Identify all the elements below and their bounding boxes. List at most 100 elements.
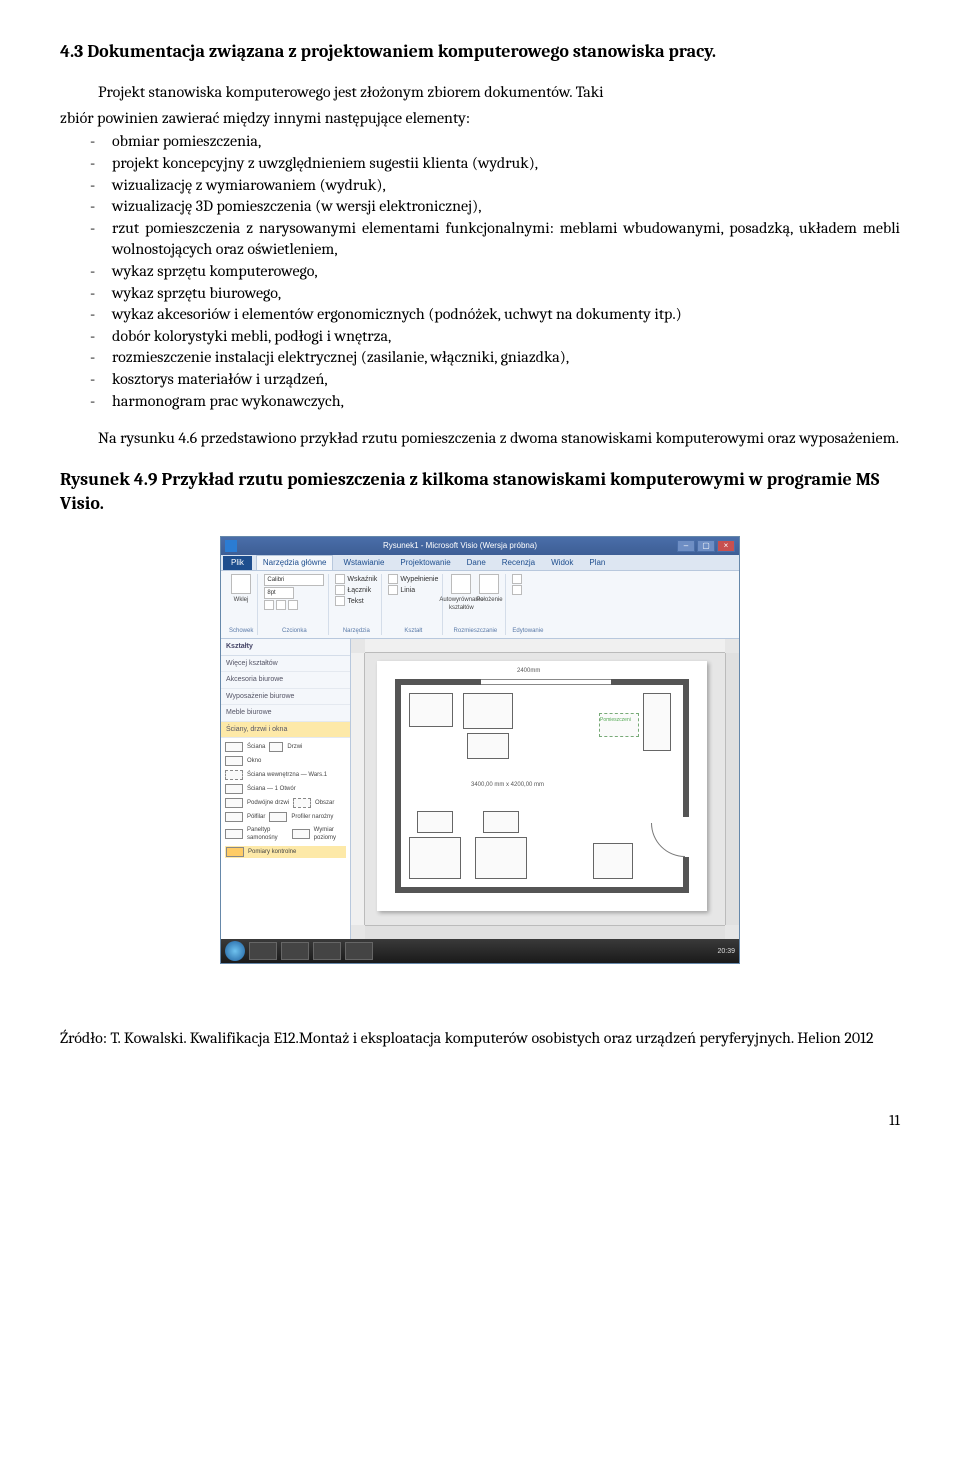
tab-file[interactable]: Plik — [223, 556, 252, 571]
dimension-top: 2400mm — [517, 667, 540, 675]
title-bar: Rysunek1 - Microsoft Visio (Wersja próbn… — [221, 537, 739, 555]
pointer-label: Wskaźnik — [347, 575, 377, 584]
shape-item[interactable]: Podwójne drzwiObszar — [225, 798, 346, 808]
underline-button[interactable] — [288, 600, 298, 610]
vertical-scrollbar[interactable] — [725, 653, 739, 925]
shape-item[interactable]: PółfilarProfiler narożny — [225, 812, 346, 822]
furniture-chair-3 — [483, 811, 519, 833]
stencil-item-more[interactable]: Więcej kształtów — [221, 656, 350, 672]
furniture-desk-3 — [475, 837, 527, 879]
list-item: wykaz akcesoriów i elementów ergonomiczn… — [60, 304, 900, 326]
shape-item[interactable]: ŚcianaDrzwi — [225, 742, 346, 752]
stencil-item[interactable]: Meble biurowe — [221, 705, 350, 721]
ribbon-group-font: Calibri 8pt Czcionka — [260, 574, 329, 635]
shape-item[interactable]: Ściana wewnętrzna — Wars.1 — [225, 770, 346, 780]
room-outline: Pomieszczeni 3400,00 mm x 4200,00 mm — [395, 679, 689, 893]
shapes-panel: Kształty Więcej kształtów Akcesoria biur… — [221, 639, 351, 939]
vertical-ruler — [351, 653, 365, 925]
list-item: wykaz sprzętu komputerowego, — [60, 261, 900, 283]
list-item: harmonogram prac wykonawczych, — [60, 391, 900, 413]
shape-item[interactable]: Paneltyp samonośnyWymiar poziomy — [225, 826, 346, 842]
layers-icon[interactable] — [512, 585, 522, 595]
ribbon-tabs: Plik Narzędzia główne Wstawianie Projekt… — [221, 555, 739, 571]
shape-item[interactable]: Okno — [225, 756, 346, 766]
stencil-item[interactable]: Wyposażenie biurowe — [221, 689, 350, 705]
tab-data[interactable]: Dane — [461, 556, 492, 571]
list-item: projekt koncepcyjny z uwzględnieniem sug… — [60, 153, 900, 175]
maximize-button[interactable]: ▢ — [697, 540, 715, 552]
bold-button[interactable] — [264, 600, 274, 610]
tab-review[interactable]: Recenzja — [496, 556, 541, 571]
shape-label: Drzwi — [287, 743, 302, 751]
window-shape-icon — [225, 756, 243, 766]
minimize-button[interactable]: – — [677, 540, 695, 552]
panel-shape-icon — [225, 829, 243, 839]
section-heading: 4.3 Dokumentacja związana z projektowani… — [60, 40, 900, 64]
paste-button[interactable]: Wklej — [229, 574, 253, 614]
pointer-tool-icon[interactable] — [335, 574, 345, 584]
position-button[interactable]: Położenie — [477, 574, 501, 614]
stencil-item[interactable]: Akcesoria biurowe — [221, 672, 350, 688]
italic-button[interactable] — [276, 600, 286, 610]
shape-label: Wymiar poziomy — [314, 826, 346, 842]
area-shape-icon — [293, 798, 311, 808]
intro-line1: Projekt stanowiska komputerowego jest zł… — [98, 83, 604, 101]
horizontal-scrollbar[interactable] — [365, 925, 725, 939]
tab-plan[interactable]: Plan — [583, 556, 611, 571]
start-button[interactable] — [225, 941, 245, 961]
tab-design[interactable]: Projektowanie — [394, 556, 456, 571]
tab-view[interactable]: Widok — [545, 556, 579, 571]
text-tool-label: Tekst — [347, 597, 363, 606]
tray-time: 20:39 — [717, 947, 735, 956]
tab-insert[interactable]: Wstawianie — [337, 556, 390, 571]
taskbar-app-button[interactable] — [281, 942, 309, 960]
tab-home[interactable]: Narzędzia główne — [256, 555, 334, 571]
figure-reference-text: Na rysunku 4.6 przedstawiono przykład rz… — [60, 428, 900, 450]
line-label: Linia — [400, 586, 415, 595]
autoalign-icon — [451, 574, 471, 594]
fill-icon[interactable] — [388, 574, 398, 584]
taskbar-app-button[interactable] — [345, 942, 373, 960]
group-label-shape: Kształt — [388, 627, 438, 635]
intro-line2: zbiór powinien zawierać między innymi na… — [60, 108, 900, 130]
close-button[interactable]: × — [717, 540, 735, 552]
figure-title: Rysunek 4.9 Przykład rzutu pomieszczenia… — [60, 468, 900, 517]
room-label-box: Pomieszczeni — [599, 713, 639, 737]
shape-label: Obszar — [315, 799, 334, 807]
shapes-panel-title: Kształty — [221, 639, 350, 655]
furniture-chair-2 — [417, 811, 453, 833]
group-label-edit: Edytowanie — [512, 627, 543, 635]
connector-tool-icon[interactable] — [335, 585, 345, 595]
shape-item[interactable]: Ściana — 1 Otwór — [225, 784, 346, 794]
taskbar-app-button[interactable] — [313, 942, 341, 960]
shape-label: Pomiary kontrolne — [248, 848, 296, 856]
visio-window: Rysunek1 - Microsoft Visio (Wersja próbn… — [220, 536, 740, 964]
work-area: Kształty Więcej kształtów Akcesoria biur… — [221, 639, 739, 939]
group-label-tools: Narzędzia — [335, 627, 377, 635]
list-item: obmiar pomieszczenia, — [60, 131, 900, 153]
shape-item-highlighted[interactable]: Pomiary kontrolne — [225, 846, 346, 858]
shape-label: Ściana wewnętrzna — Wars.1 — [247, 771, 327, 779]
figure-container: Rysunek1 - Microsoft Visio (Wersja próbn… — [60, 536, 900, 968]
dimension-mid: 3400,00 mm x 4200,00 mm — [471, 781, 544, 789]
list-item: wizualizację 3D pomieszczenia (w wersji … — [60, 196, 900, 218]
shape-label: Półfilar — [247, 813, 265, 821]
font-name-selector[interactable]: Calibri — [264, 574, 324, 586]
line-style-icon[interactable] — [388, 585, 398, 595]
find-icon[interactable] — [512, 574, 522, 584]
autoalign-button[interactable]: Autowyrównanie kształtów — [449, 574, 473, 614]
text-tool-icon[interactable] — [335, 596, 345, 606]
window-top — [481, 679, 611, 685]
inner-wall-icon — [225, 770, 243, 780]
stencil-item-active[interactable]: Ściany, drzwi i okna — [221, 722, 350, 738]
shape-label: Okno — [247, 757, 261, 765]
shape-label: Ściana — 1 Otwór — [247, 785, 296, 793]
drawing-canvas[interactable]: 2400mm Pomieszczeni 3400,00 mm x — [351, 639, 739, 939]
furniture-cabinet — [409, 693, 453, 727]
furniture-shelf — [643, 693, 671, 751]
position-icon — [479, 574, 499, 594]
taskbar-app-button[interactable] — [249, 942, 277, 960]
group-label-arrange: Rozmieszczanie — [449, 627, 501, 635]
font-size-selector[interactable]: 8pt — [264, 587, 294, 599]
intro-paragraph: Projekt stanowiska komputerowego jest zł… — [60, 82, 900, 104]
